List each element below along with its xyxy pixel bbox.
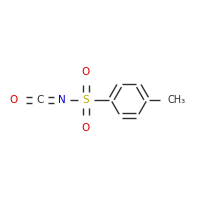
- Text: O: O: [82, 67, 90, 77]
- Text: C: C: [36, 95, 44, 105]
- Text: S: S: [83, 95, 89, 105]
- Text: N: N: [58, 95, 66, 105]
- Text: O: O: [82, 123, 90, 133]
- Text: O: O: [10, 95, 18, 105]
- Text: CH₃: CH₃: [168, 95, 186, 105]
